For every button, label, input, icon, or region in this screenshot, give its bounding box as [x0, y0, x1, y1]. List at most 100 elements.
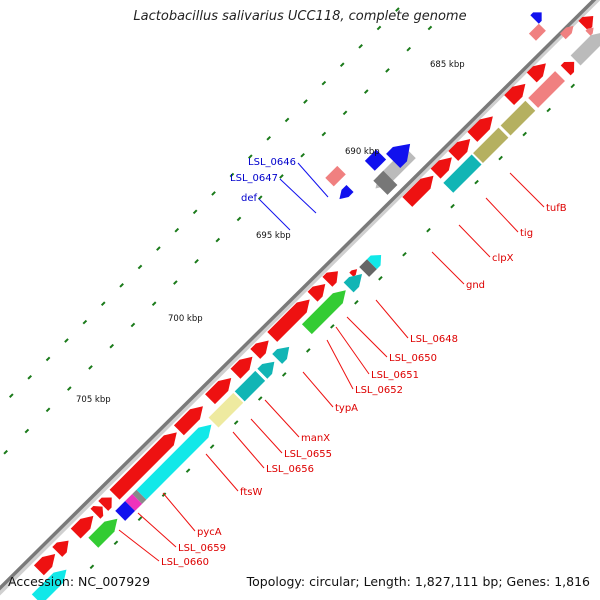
dot-inner-15 [450, 203, 455, 209]
dot-outer-9 [100, 301, 106, 307]
gene-label-pycA[interactable]: pycA [197, 527, 222, 538]
gene-inner-5 [136, 424, 212, 500]
dot-outer-25 [395, 7, 400, 12]
tick-label-690: 690 kbp [345, 147, 380, 157]
gene-outer-19 [578, 15, 594, 31]
dot-inner-12 [378, 275, 383, 281]
dot-mid-12 [236, 216, 242, 222]
dot-outer-8 [82, 319, 88, 325]
dot-mid-15 [300, 152, 305, 158]
gene-outer-14 [430, 157, 452, 179]
gene-outer-2 [70, 515, 94, 539]
dot-inner-7 [257, 396, 263, 401]
gene-inner-14 [443, 154, 482, 193]
gene-label-LSL_0659[interactable]: LSL_0659 [178, 543, 226, 554]
leader-red-4 [375, 299, 409, 339]
gene-label-LSL_0651[interactable]: LSL_0651 [371, 370, 419, 381]
leader-red-1 [485, 197, 519, 233]
gene-inner-12 [359, 259, 377, 277]
dot-mid-17 [342, 110, 348, 116]
gene-rev-dark [373, 170, 398, 195]
leader-red-7 [326, 339, 354, 390]
gene-label-def[interactable]: def [241, 193, 258, 204]
gene-small-2 [585, 27, 594, 36]
dot-mid-2 [24, 428, 30, 434]
dot-inner-11 [354, 300, 359, 305]
gene-label-LSL_0660[interactable]: LSL_0660 [161, 557, 209, 568]
gene-rev-blue-0 [386, 143, 411, 168]
dot-outer-20 [303, 99, 308, 104]
dot-mid-13 [257, 195, 263, 200]
dot-mid-18 [363, 89, 369, 94]
dot-outer-12 [156, 246, 161, 251]
dot-outer-10 [119, 283, 124, 288]
gene-outer-6 [173, 406, 203, 436]
gene-label-tig[interactable]: tig [520, 228, 533, 239]
leader-red-0 [509, 172, 545, 208]
dot-inner-14 [426, 227, 431, 233]
gene-inner-0 [31, 569, 67, 600]
dot-mid-11 [215, 237, 221, 243]
gene-label-clpX[interactable]: clpX [492, 253, 514, 264]
tick-label-685: 685 kbp [430, 60, 465, 70]
dot-mid-20 [406, 46, 412, 52]
dot-outer-14 [192, 209, 198, 215]
dot-outer-16 [229, 172, 235, 178]
dot-outer-17 [248, 154, 253, 159]
gene-outer-18 [526, 63, 546, 83]
leader-red-8 [302, 371, 334, 408]
gene-label-manX[interactable]: manX [301, 433, 330, 444]
gene-label-LSL_0648[interactable]: LSL_0648 [410, 334, 458, 345]
dot-outer-11 [137, 264, 143, 270]
dot-inner-1 [113, 540, 119, 546]
dot-inner-19 [546, 107, 552, 113]
gene-inner-11 [343, 274, 363, 293]
dot-outer-6 [45, 356, 51, 362]
gene-label-gnd[interactable]: gnd [466, 280, 485, 291]
dot-mid-9 [173, 280, 178, 285]
dot-inner-13 [402, 251, 407, 257]
gene-outer-13 [402, 175, 434, 207]
tick-label-700: 700 kbp [168, 314, 203, 324]
gene-track [31, 12, 600, 600]
gene-outer-9 [250, 340, 269, 359]
dot-mid-19 [385, 68, 390, 73]
leader-red-2 [458, 224, 491, 258]
gene-label-LSL_0647[interactable]: LSL_0647 [230, 173, 278, 184]
tick-label-705: 705 kbp [76, 395, 111, 405]
leader-red-9 [264, 399, 300, 438]
gene-outer-0 [33, 554, 56, 576]
gene-label-ftsW[interactable]: ftsW [240, 487, 262, 498]
gene-outer-4 [98, 497, 112, 511]
gene-inner-4 [132, 489, 147, 504]
dot-inner-18 [522, 131, 527, 137]
accession-text: Accession: NC_007929 [8, 574, 151, 589]
dot-outer-13 [174, 227, 180, 233]
leader-red-5 [346, 316, 388, 358]
gene-inner-10 [301, 290, 346, 335]
gc-skew-dots [3, 7, 576, 570]
gene-label-LSL_0655[interactable]: LSL_0655 [284, 449, 332, 460]
dot-outer-19 [284, 117, 290, 123]
gene-inner-15 [473, 127, 509, 164]
leader-red-6 [335, 326, 370, 375]
gene-outer-16 [467, 116, 493, 142]
gene-label-LSL_0656[interactable]: LSL_0656 [266, 464, 314, 475]
dot-mid-1 [3, 449, 8, 455]
gene-outer-8 [230, 356, 253, 379]
dot-inner-6 [233, 420, 239, 425]
gene-inner-8 [257, 361, 275, 379]
dot-inner-4 [185, 468, 191, 473]
gene-label-LSL_0650[interactable]: LSL_0650 [389, 353, 437, 364]
dot-mid-6 [109, 343, 115, 349]
dot-outer-21 [321, 80, 327, 86]
dot-inner-8 [281, 372, 287, 377]
gene-label-tufB[interactable]: tufB [546, 203, 567, 214]
dot-outer-7 [64, 338, 69, 343]
gene-rev-light-1 [528, 23, 546, 41]
dot-inner-16 [474, 179, 479, 185]
leader-blue-1 [279, 178, 317, 214]
gene-label-typA[interactable]: typA [335, 403, 358, 414]
gene-label-LSL_0652[interactable]: LSL_0652 [355, 385, 403, 396]
gene-label-LSL_0646[interactable]: LSL_0646 [248, 157, 296, 168]
